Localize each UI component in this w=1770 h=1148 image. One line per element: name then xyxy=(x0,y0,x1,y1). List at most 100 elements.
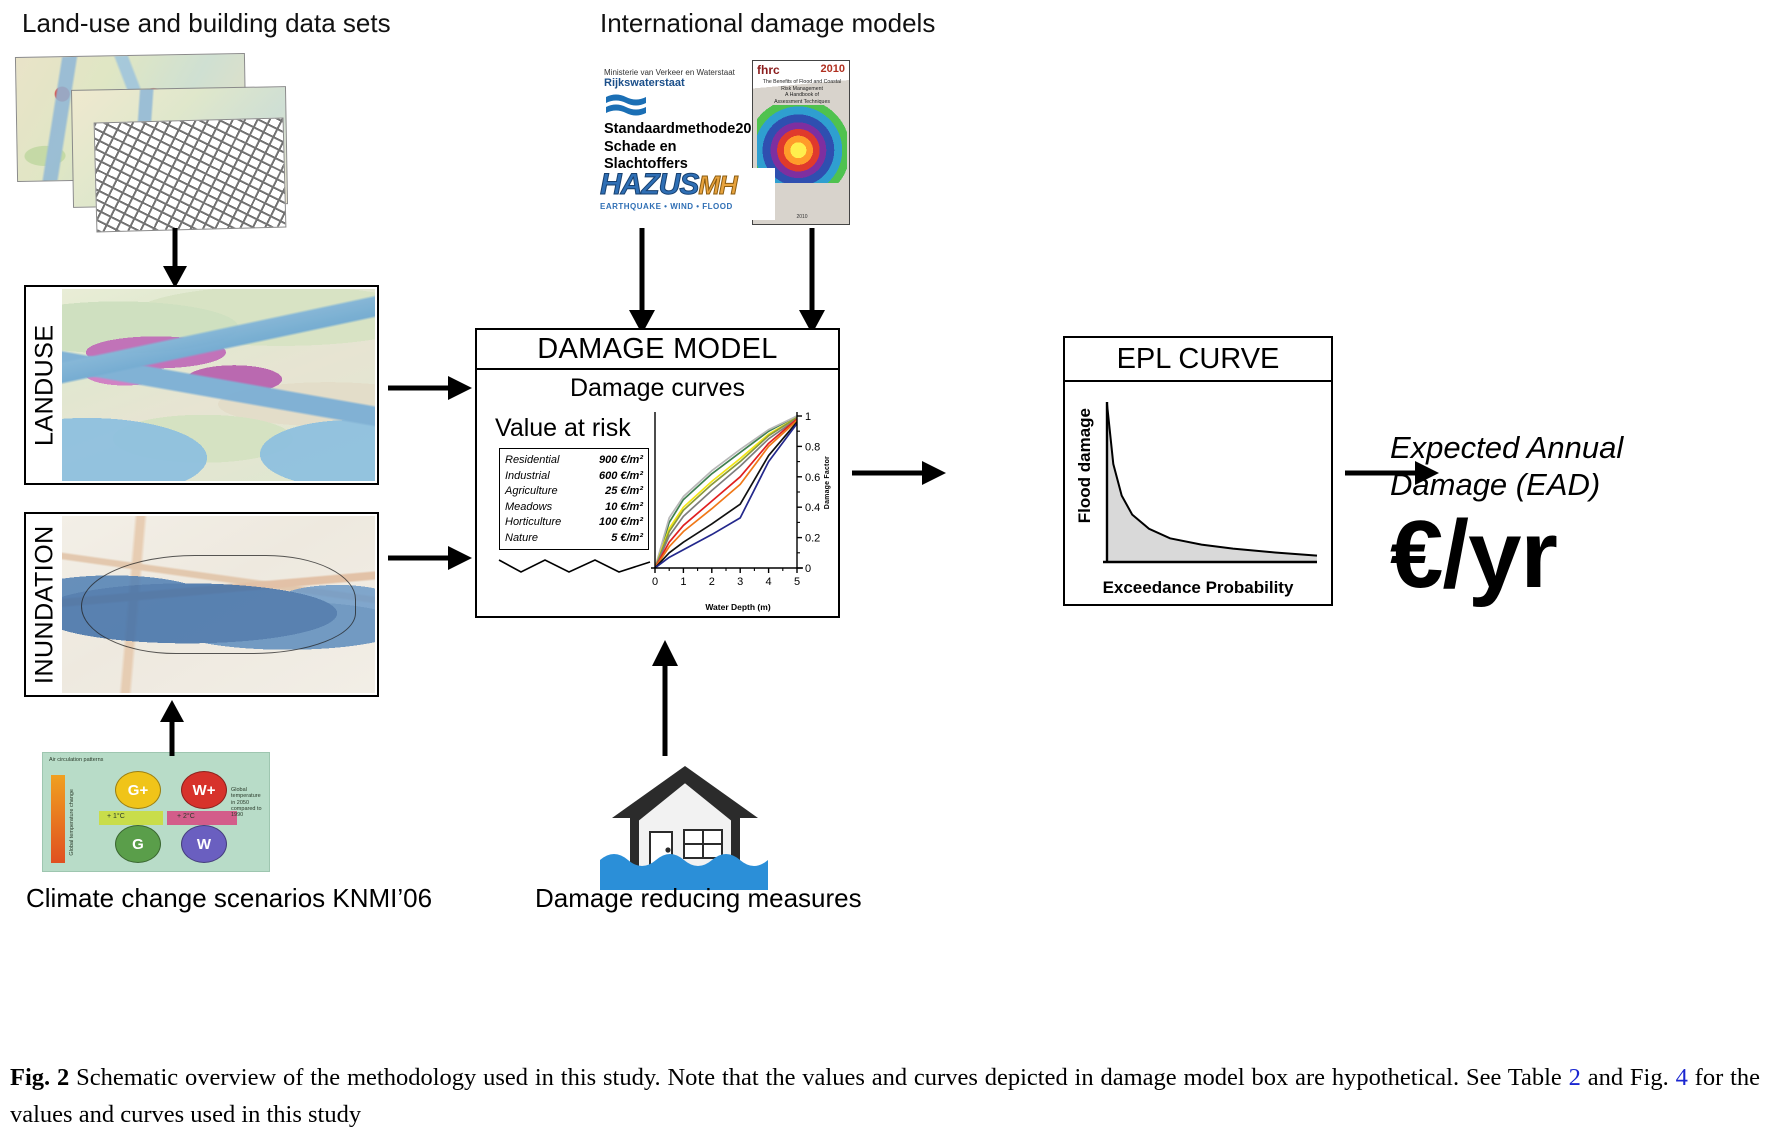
arrow-epl-to-ead xyxy=(1345,461,1439,485)
hazus-logo: HAZUSMH EARTHQUAKE • WIND • FLOOD xyxy=(599,168,775,220)
knmi-bar-2c xyxy=(167,811,237,825)
knmi-temp-2: + 2°C xyxy=(177,813,195,820)
knmi-climate-scenarios-image: Air circulation patterns Global temperat… xyxy=(42,752,270,872)
table-row: Industrial 600 €/m² xyxy=(505,469,643,485)
fhrc-subtitle-5: 2010 xyxy=(796,214,808,220)
caption-link-fig4[interactable]: 4 xyxy=(1675,1064,1688,1091)
epl-curve-plot xyxy=(1103,402,1318,564)
knmi-scenario-gplus: G+ xyxy=(115,771,161,809)
knmi-scenario-w: W xyxy=(181,825,227,863)
ead-line-1: Expected Annual xyxy=(1390,430,1624,465)
svg-text:4: 4 xyxy=(766,576,772,588)
table-row: Meadows 10 €/m² xyxy=(505,500,643,516)
caption-link-table2[interactable]: 2 xyxy=(1568,1064,1581,1091)
landuse-map-image xyxy=(62,289,375,481)
var-value: 100 €/m² xyxy=(598,516,643,529)
damage-model-title: DAMAGE MODEL xyxy=(477,330,838,370)
knmi-axis-label: Air circulation patterns xyxy=(49,757,104,763)
caption-text-1: Schematic overview of the methodology us… xyxy=(69,1064,1569,1091)
knmi-vertical-axis-bar xyxy=(51,775,65,863)
svg-text:0: 0 xyxy=(805,563,811,575)
knmi-scenario-wplus: W+ xyxy=(181,771,227,809)
standaardmethode-title-1: Standaardmethode2004 xyxy=(604,121,768,137)
knmi-vertical-label: Global temperature change xyxy=(69,789,75,856)
fhrc-subtitle-4: Assessment Techniques xyxy=(774,98,830,105)
knmi-bar-1c xyxy=(99,811,163,825)
damage-curves-chart: 0 1 2 3 4 5 0 0.2 0.4 0.6 0.8 1 Damage Factor Water… xyxy=(645,404,831,612)
svg-text:0.8: 0.8 xyxy=(805,441,820,453)
svg-text:2: 2 xyxy=(709,576,715,588)
damage-curves-ylabel: Damage Factor xyxy=(824,456,831,510)
arrow-measures-to-damage xyxy=(652,640,678,756)
arrow-datasets-to-landuse xyxy=(163,228,187,288)
caption-text-3: for the values and curves used in this s… xyxy=(10,1064,1761,1128)
hazus-wordmark: HAZUS xyxy=(599,168,699,202)
fhrc-logo-text: fhrc xyxy=(757,63,780,77)
var-value: 900 €/m² xyxy=(598,454,643,466)
arrow-damage-to-epl xyxy=(852,461,946,485)
fhrc-subtitle-2: Risk Management xyxy=(781,85,823,92)
arrow-models-to-damage-right xyxy=(799,228,825,334)
knmi-note: Global temperature in 2050 compared to 1… xyxy=(231,787,262,819)
table-row: Nature 5 €/m² xyxy=(505,531,643,547)
arrow-knmi-to-inundation xyxy=(160,700,184,756)
figure-caption: Fig. 2 Schematic overview of the methodo… xyxy=(0,1060,1770,1134)
epl-curve-box: EPL CURVE Flood damage Exceedance Probab… xyxy=(1063,336,1333,606)
table-torn-edge xyxy=(498,559,651,573)
value-at-risk-table: Residential 900 €/m² Industrial 600 €/m²… xyxy=(499,448,649,550)
var-category: Industrial xyxy=(505,469,550,482)
var-value: 10 €/m² xyxy=(605,500,643,513)
rws-ministry-line: Ministerie van Verkeer en Waterstaat xyxy=(604,68,735,77)
label-damage-reducing: Damage reducing measures xyxy=(535,883,862,913)
var-category: Residential xyxy=(505,454,560,466)
fhrc-subtitle-3: A Handbook of xyxy=(784,92,820,98)
table-row: Residential 900 €/m² xyxy=(505,453,643,469)
svg-text:1: 1 xyxy=(805,411,811,423)
inundation-box: INUNDATION xyxy=(24,512,379,697)
knmi-scenario-g: G xyxy=(115,825,161,863)
thumbnail-building-map xyxy=(93,117,287,233)
svg-text:0.6: 0.6 xyxy=(805,472,820,484)
damage-curves-title: Damage curves xyxy=(569,374,746,402)
var-category: Nature xyxy=(505,532,539,545)
svg-text:0: 0 xyxy=(652,576,658,588)
international-damage-models-art: Ministerie van Verkeer en Waterstaat Rij… xyxy=(599,60,850,225)
ead-line-2: Damage (EAD) xyxy=(1390,466,1601,502)
fhrc-subtitle-1: The Benefits of Flood and Coastal xyxy=(762,79,842,85)
knmi-temp-1: + 1°C xyxy=(107,813,125,820)
inundation-box-label: INUNDATION xyxy=(28,514,62,695)
var-value: 25 €/m² xyxy=(605,485,643,498)
var-value: 600 €/m² xyxy=(598,469,643,482)
epl-curve-title: EPL CURVE xyxy=(1065,338,1331,382)
hazus-mh-mark: MH xyxy=(698,170,738,201)
var-category: Horticulture xyxy=(505,516,562,529)
label-climate-scenarios: Climate change scenarios KNMI’06 xyxy=(26,883,433,913)
arrow-inundation-to-damage xyxy=(388,546,472,570)
landuse-box-label: LANDUSE xyxy=(28,287,62,483)
svg-text:0.2: 0.2 xyxy=(805,533,820,545)
caption-prefix: Fig. 2 xyxy=(10,1064,70,1091)
damage-model-box: DAMAGE MODEL Damage curves Value at risk… xyxy=(475,328,840,618)
caption-text-2: and Fig. xyxy=(1580,1064,1676,1091)
ead-label: Expected Annual Damage (EAD) xyxy=(1390,430,1730,503)
damage-curves-xlabel: Water Depth (m) xyxy=(705,602,771,612)
epl-ylabel: Flood damage xyxy=(1075,408,1094,524)
table-row: Horticulture 100 €/m² xyxy=(505,515,643,531)
arrow-landuse-to-damage xyxy=(388,376,472,400)
epl-curve-chart: Flood damage Exceedance Probability xyxy=(1065,382,1331,604)
var-category: Meadows xyxy=(505,500,553,513)
label-international-models: International damage models xyxy=(600,8,936,38)
hazus-tagline: EARTHQUAKE • WIND • FLOOD xyxy=(600,202,733,211)
svg-text:1: 1 xyxy=(680,576,686,588)
inundation-map-image xyxy=(62,516,375,693)
svg-text:0.4: 0.4 xyxy=(805,502,820,514)
fhrc-year: 2010 xyxy=(820,63,845,75)
svg-text:5: 5 xyxy=(794,576,800,588)
svg-text:3: 3 xyxy=(737,576,743,588)
label-landuse-datasets: Land-use and building data sets xyxy=(22,8,391,38)
table-row: Agriculture 25 €/m² xyxy=(505,484,643,500)
ead-unit: €/yr xyxy=(1390,501,1558,608)
epl-xlabel: Exceedance Probability xyxy=(1102,578,1294,597)
flooded-house-icon xyxy=(600,766,768,890)
damage-curves-plot: 0 1 2 3 4 500.20.40.60.81 xyxy=(651,411,820,588)
